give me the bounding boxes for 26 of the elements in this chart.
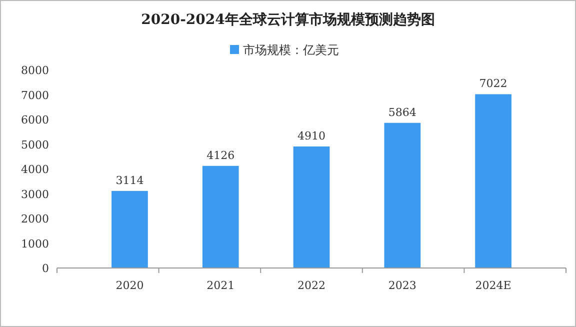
x-tick-label: 2020 [116, 279, 144, 292]
y-tick-label: 2000 [21, 212, 49, 226]
bar [293, 146, 330, 268]
data-label: 4910 [298, 129, 326, 142]
x-tick-label: 2021 [206, 279, 235, 292]
y-tick-label: 5000 [21, 138, 49, 152]
y-tick-label: 6000 [21, 114, 49, 126]
bar [112, 190, 148, 268]
chart-title: 2020-2024年全球云计算市场规模预测趋势图 [141, 11, 435, 28]
y-tick-label: 3000 [21, 188, 49, 201]
data-label: 5864 [388, 106, 416, 119]
x-tick-label: 2022 [298, 279, 326, 292]
data-label: 3114 [116, 174, 144, 187]
y-tick-label: 8000 [21, 64, 49, 77]
x-tick-label: 2023 [388, 279, 416, 292]
y-tick-label: 4000 [21, 163, 49, 176]
bar [202, 166, 239, 268]
data-label: 4126 [206, 148, 235, 162]
y-tick-label: 7000 [21, 88, 49, 102]
y-tick-label: 1000 [21, 237, 49, 250]
x-tick-label: 2024E [475, 279, 512, 292]
bar [475, 94, 512, 268]
data-label: 7022 [479, 77, 508, 90]
legend-label: 市场规模：亿美元 [243, 43, 339, 57]
bar [384, 122, 421, 268]
y-tick-label: 0 [42, 262, 49, 275]
